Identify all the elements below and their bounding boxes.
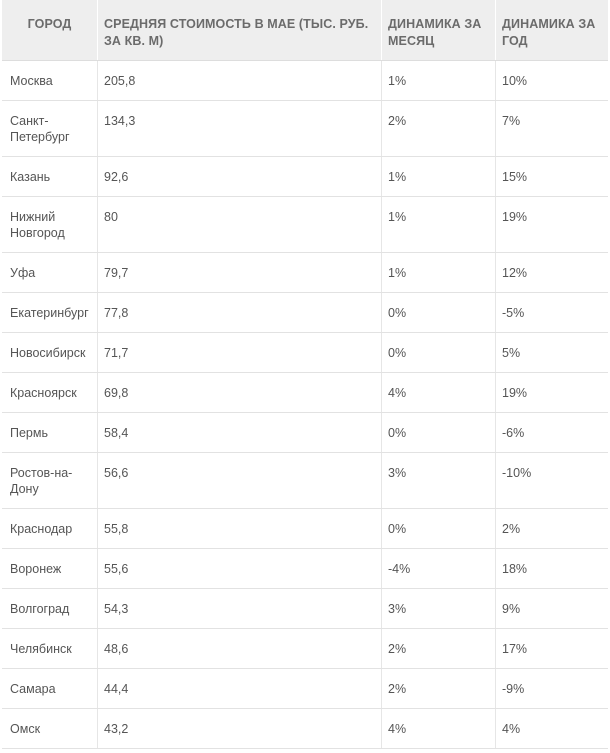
cell-year-change: 15%	[502, 170, 528, 184]
header-price: СРЕДНЯЯ СТОИМОСТЬ В МАЕ (ТЫС. РУБ. ЗА КВ…	[98, 0, 382, 60]
table-row: Челябинск 48,6 2% 17%	[2, 629, 608, 669]
cell-city: Уфа	[2, 253, 98, 292]
cell-price: 79,7	[98, 253, 382, 292]
cell-month-change: 1%	[382, 253, 496, 292]
cell-price: 54,3	[98, 589, 382, 628]
header-city: ГОРОД	[2, 0, 98, 60]
cell-year-change: 18%	[502, 562, 528, 576]
cell-city: Омск	[2, 709, 98, 748]
cell-month-change: 0%	[382, 293, 496, 332]
cell-city: Воронеж	[2, 549, 98, 588]
cell-year-change: -10%	[502, 466, 532, 480]
table-row: Санкт-Петербург 134,3 2% 7%	[2, 101, 608, 157]
cell-month-change: 3%	[382, 453, 496, 508]
cell-year-change: 4%	[502, 722, 521, 736]
cell-month-change: 2%	[382, 629, 496, 668]
cell-price: 58,4	[98, 413, 382, 452]
cell-month-change: 1%	[382, 197, 496, 252]
cell-month-change: 3%	[382, 589, 496, 628]
table-row: Нижний Новгород 80 1% 19%	[2, 197, 608, 253]
cell-year-change: 19%	[502, 386, 528, 400]
cell-price: 55,6	[98, 549, 382, 588]
cell-city: Москва	[2, 61, 98, 100]
cell-price: 69,8	[98, 373, 382, 412]
table-row: Москва 205,8 1% 10%	[2, 61, 608, 101]
cell-city: Нижний Новгород	[2, 197, 98, 252]
cell-month-change: -4%	[382, 549, 496, 588]
cell-year-change: 9%	[502, 602, 521, 616]
cell-city: Ростов-на-Дону	[2, 453, 98, 508]
cell-year-change: -5%	[502, 306, 525, 320]
table-row: Уфа 79,7 1% 12%	[2, 253, 608, 293]
cell-month-change: 0%	[382, 333, 496, 372]
cell-year-change: 19%	[502, 210, 528, 224]
cell-city: Казань	[2, 157, 98, 196]
cell-city: Челябинск	[2, 629, 98, 668]
cell-city: Красноярск	[2, 373, 98, 412]
cell-price: 77,8	[98, 293, 382, 332]
cell-price: 71,7	[98, 333, 382, 372]
cell-price: 134,3	[98, 101, 382, 156]
cell-month-change: 0%	[382, 509, 496, 548]
table-row: Красноярск 69,8 4% 19%	[2, 373, 608, 413]
cell-price: 80	[98, 197, 382, 252]
cell-year-change: -9%	[502, 682, 525, 696]
table-row: Екатеринбург 77,8 0% -5%	[2, 293, 608, 333]
cell-month-change: 4%	[382, 373, 496, 412]
cell-year-change: 7%	[502, 114, 521, 128]
cell-price: 43,2	[98, 709, 382, 748]
table-row: Волгоград 54,3 3% 9%	[2, 589, 608, 629]
header-year-change: ДИНАМИКА ЗА ГОД	[502, 17, 596, 48]
cell-city: Краснодар	[2, 509, 98, 548]
table-row: Воронеж 55,6 -4% 18%	[2, 549, 608, 589]
table-row: Омск 43,2 4% 4%	[2, 709, 608, 749]
cell-city: Самара	[2, 669, 98, 708]
cell-year-change: 10%	[502, 74, 528, 88]
cell-price: 55,8	[98, 509, 382, 548]
cell-year-change: 17%	[502, 642, 528, 656]
table-header: ГОРОД СРЕДНЯЯ СТОИМОСТЬ В МАЕ (ТЫС. РУБ.…	[2, 0, 608, 61]
cell-city: Екатеринбург	[2, 293, 98, 332]
table-row: Самара 44,4 2% -9%	[2, 669, 608, 709]
cell-month-change: 4%	[382, 709, 496, 748]
cell-month-change: 1%	[382, 157, 496, 196]
cell-price: 205,8	[98, 61, 382, 100]
cell-year-change: 2%	[502, 522, 521, 536]
cell-month-change: 2%	[382, 669, 496, 708]
cell-price: 48,6	[98, 629, 382, 668]
cell-price: 44,4	[98, 669, 382, 708]
table-row: Краснодар 55,8 0% 2%	[2, 509, 608, 549]
cell-month-change: 0%	[382, 413, 496, 452]
table-row: Пермь 58,4 0% -6%	[2, 413, 608, 453]
cell-month-change: 1%	[382, 61, 496, 100]
table-row: Ростов-на-Дону 56,6 3% -10%	[2, 453, 608, 509]
cell-city: Волгоград	[2, 589, 98, 628]
cell-month-change: 2%	[382, 101, 496, 156]
table-row: Казань 92,6 1% 15%	[2, 157, 608, 197]
cell-year-change: 5%	[502, 346, 521, 360]
cell-year-change: -6%	[502, 426, 525, 440]
table-row: Новосибирск 71,7 0% 5%	[2, 333, 608, 373]
cell-city: Новосибирск	[2, 333, 98, 372]
cell-year-change: 12%	[502, 266, 528, 280]
cell-city: Пермь	[2, 413, 98, 452]
cell-city: Санкт-Петербург	[2, 101, 98, 156]
header-month-change: ДИНАМИКА ЗА МЕСЯЦ	[382, 0, 496, 60]
cell-price: 56,6	[98, 453, 382, 508]
cell-price: 92,6	[98, 157, 382, 196]
